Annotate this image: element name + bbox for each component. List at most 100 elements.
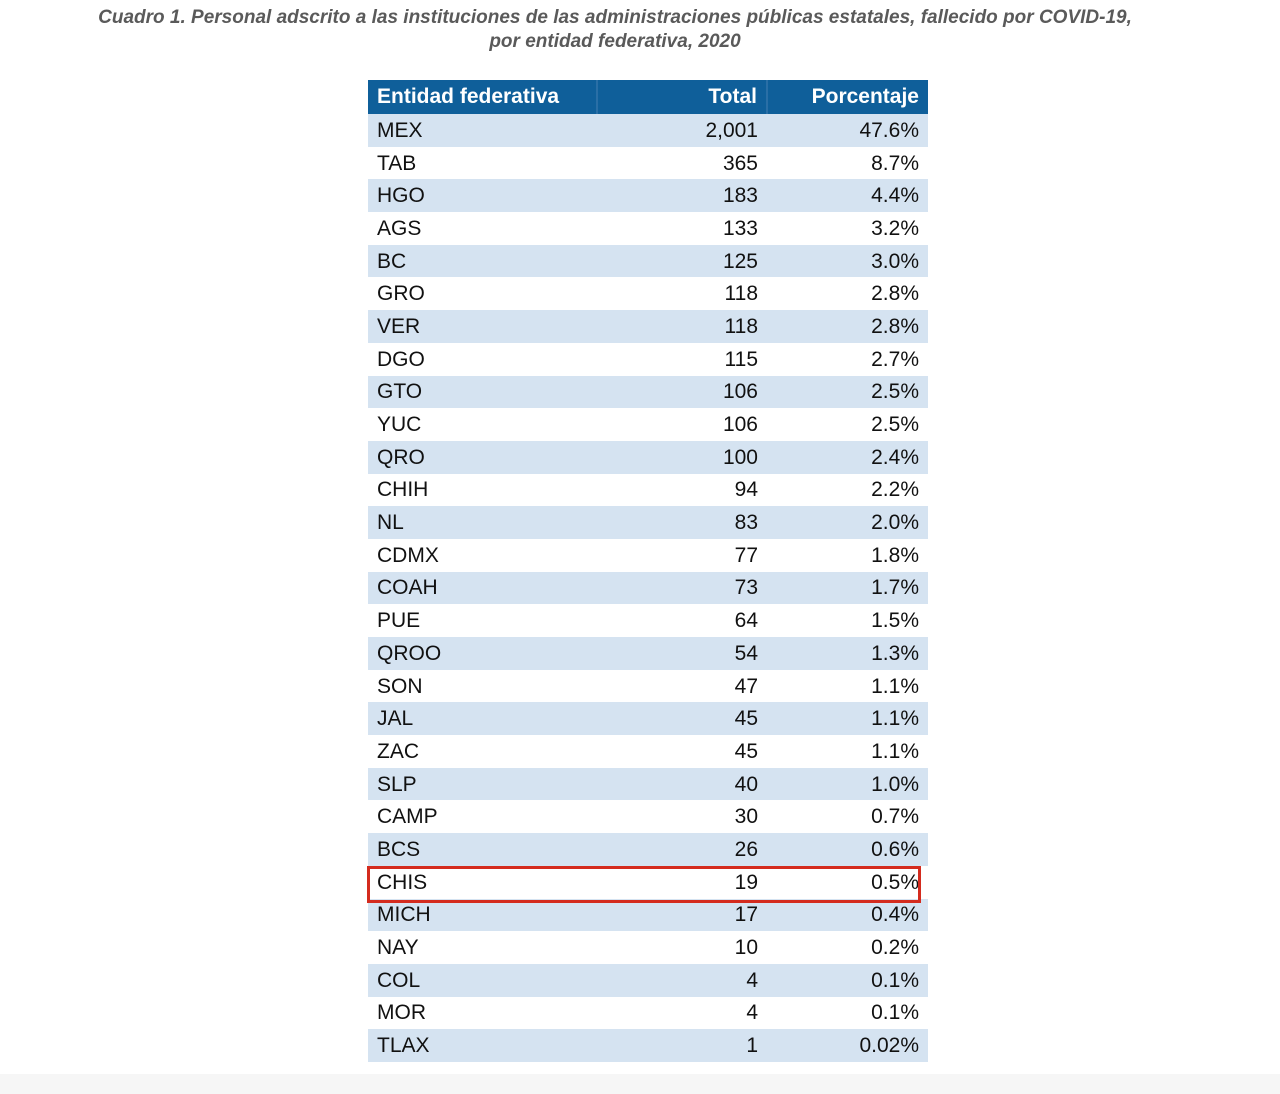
- cell-total: 94: [734, 478, 758, 502]
- table-row: QROO 54 1.3%: [368, 637, 928, 670]
- cell-total: 73: [597, 571, 767, 605]
- cell-entidad: ZAC: [377, 739, 419, 763]
- cell-total: 125: [597, 244, 767, 278]
- cell-porcentaje: 1.5%: [871, 609, 919, 633]
- cell-entidad: MICH: [368, 898, 597, 932]
- deaths-by-state-table: Entidad federativa Total Porcentaje MEX 2…: [368, 80, 928, 1062]
- cell-entidad: CAMP: [377, 805, 438, 829]
- cell-total: 2,001: [597, 114, 767, 147]
- cell-total: 10: [734, 936, 758, 960]
- cell-entidad: TAB: [377, 151, 417, 175]
- cell-porcentaje: 1.1%: [871, 739, 919, 763]
- table-row: PUE 64 1.5%: [368, 604, 928, 637]
- cell-porcentaje: 8.7%: [871, 151, 919, 175]
- cell-entidad: BCS: [368, 833, 597, 866]
- page-bottom-strip: [0, 1074, 1280, 1094]
- caption-line-2: por entidad federativa, 2020: [489, 31, 741, 52]
- table-header-row: Entidad federativa Total Porcentaje: [368, 80, 928, 114]
- cell-entidad: CHIH: [377, 478, 429, 502]
- cell-entidad: HGO: [368, 179, 597, 213]
- table-row: CDMX 77 1.8%: [368, 539, 928, 572]
- table-row: GTO 106 2.5%: [368, 375, 928, 409]
- cell-entidad: GTO: [368, 375, 597, 409]
- cell-total: 4: [746, 1001, 758, 1025]
- cell-porcentaje: 0.1%: [871, 1001, 919, 1025]
- table-row: TAB 365 8.7%: [368, 147, 928, 180]
- cell-entidad: SLP: [368, 767, 597, 801]
- cell-total: 100: [597, 440, 767, 474]
- table-row: VER 118 2.8%: [368, 310, 928, 343]
- table-row: NL 83 2.0%: [368, 506, 928, 539]
- cell-total: 183: [597, 179, 767, 213]
- cell-entidad: PUE: [377, 609, 421, 633]
- cell-total: 19: [734, 870, 758, 894]
- cell-entidad: NAY: [377, 936, 419, 960]
- cell-total: 365: [722, 151, 758, 175]
- table-row: MEX 2,001 47.6%: [368, 114, 928, 147]
- cell-entidad: SON: [377, 674, 423, 698]
- cell-total: 64: [734, 609, 758, 633]
- cell-entidad: GRO: [377, 282, 425, 306]
- cell-total: 47: [734, 674, 758, 698]
- cell-total: 4: [597, 963, 767, 997]
- table-row: DGO 115 2.7%: [368, 343, 928, 376]
- cell-porcentaje: 4.4%: [767, 179, 928, 213]
- cell-total: 118: [724, 282, 758, 306]
- cell-porcentaje: 0.6%: [767, 833, 928, 866]
- cell-total: 26: [597, 833, 767, 866]
- cell-entidad: AGS: [377, 216, 422, 240]
- header-porcentaje: Porcentaje: [767, 80, 928, 114]
- cell-porcentaje: 0.5%: [871, 870, 919, 894]
- cell-total: 106: [722, 413, 758, 437]
- cell-entidad: TLAX: [368, 1029, 597, 1062]
- cell-total: 83: [597, 506, 767, 539]
- table-row: JAL 45 1.1%: [368, 702, 928, 736]
- cell-porcentaje: 1.0%: [767, 767, 928, 801]
- cell-entidad: MEX: [368, 114, 597, 147]
- table-caption: Cuadro 1. Personal adscrito a las instit…: [0, 6, 1230, 54]
- table-row: MOR 4 0.1%: [368, 997, 928, 1030]
- cell-entidad: CHIS: [377, 870, 428, 894]
- cell-porcentaje: 2.7%: [871, 347, 919, 371]
- cell-porcentaje: 1.1%: [871, 674, 919, 698]
- header-entidad: Entidad federativa: [368, 80, 598, 114]
- cell-entidad: VER: [368, 310, 597, 343]
- header-total: Total: [597, 80, 768, 114]
- table-row: ZAC 45 1.1%: [368, 735, 928, 768]
- table-body: MEX 2,001 47.6% TAB 365 8.7% HGO 183 4.4% AGS 133 3…: [368, 114, 928, 1062]
- cell-porcentaje: 1.8%: [871, 543, 919, 567]
- cell-total: 115: [724, 347, 758, 371]
- cell-entidad: QRO: [368, 440, 597, 474]
- cell-entidad: COL: [368, 963, 597, 997]
- cell-total: 54: [597, 637, 767, 670]
- cell-porcentaje: 2.8%: [767, 310, 928, 343]
- cell-porcentaje: 1.3%: [767, 637, 928, 670]
- cell-total: 77: [734, 543, 758, 567]
- caption-line-1: Cuadro 1. Personal adscrito a las instit…: [98, 7, 1132, 28]
- cell-total: 1: [597, 1029, 767, 1062]
- cell-porcentaje: 2.2%: [871, 478, 919, 502]
- table-row: CHIH 94 2.2%: [368, 474, 928, 507]
- table-row: COAH 73 1.7%: [368, 571, 928, 605]
- cell-total: 40: [597, 767, 767, 801]
- cell-total: 45: [734, 739, 758, 763]
- cell-total: 17: [597, 898, 767, 932]
- cell-porcentaje: 2.5%: [871, 413, 919, 437]
- table-row: MICH 17 0.4%: [368, 898, 928, 932]
- cell-entidad: YUC: [377, 413, 422, 437]
- cell-porcentaje: 2.8%: [871, 282, 919, 306]
- table-row: SLP 40 1.0%: [368, 767, 928, 801]
- cell-entidad: JAL: [368, 702, 597, 736]
- table-row: QRO 100 2.4%: [368, 440, 928, 474]
- cell-porcentaje: 2.4%: [767, 440, 928, 474]
- cell-porcentaje: 0.4%: [767, 898, 928, 932]
- cell-total: 106: [597, 375, 767, 409]
- table-row-highlighted: CHIS 19 0.5%: [368, 866, 928, 899]
- cell-total: 45: [597, 702, 767, 736]
- cell-entidad: CDMX: [377, 543, 439, 567]
- table-row: TLAX 1 0.02%: [368, 1029, 928, 1062]
- table-row: CAMP 30 0.7%: [368, 800, 928, 833]
- table-row: COL 4 0.1%: [368, 963, 928, 997]
- cell-total: 118: [597, 310, 767, 343]
- cell-porcentaje: 0.02%: [767, 1029, 928, 1062]
